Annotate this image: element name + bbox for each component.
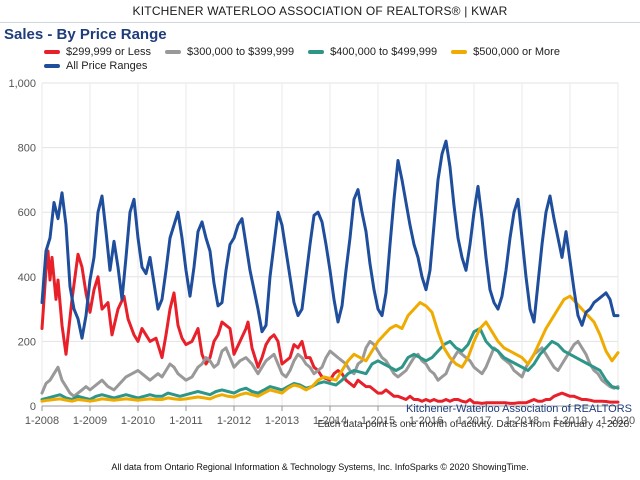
x-tick-label: 1-2017 bbox=[457, 415, 491, 427]
legend-swatch bbox=[451, 50, 468, 54]
legend-item-1: $299,999 or Less bbox=[44, 45, 151, 59]
source-label: Kitchener-Waterloo Association of REALTO… bbox=[405, 403, 632, 415]
chart-title: Sales - By Price Range bbox=[4, 26, 167, 43]
x-tick-label: 1-2011 bbox=[169, 415, 202, 427]
legend-swatch bbox=[165, 50, 182, 54]
x-tick-label: 1-2019 bbox=[553, 415, 587, 427]
y-tick-label: 800 bbox=[18, 143, 36, 155]
legend-item-3: $400,000 to $499,999 bbox=[308, 45, 437, 59]
x-tick-label: 1-2014 bbox=[313, 415, 347, 427]
legend-item-5: All Price Ranges bbox=[44, 59, 147, 73]
series-line-2 bbox=[40, 339, 620, 398]
y-tick-label: 600 bbox=[18, 207, 36, 219]
legend: $299,999 or Less $300,000 to $399,999 $400… bbox=[44, 45, 640, 73]
legend-label: $299,999 or Less bbox=[66, 46, 152, 58]
y-tick-label: 200 bbox=[18, 336, 36, 348]
legend-item-2: $300,000 to $399,999 bbox=[165, 45, 294, 59]
legend-label: All Price Ranges bbox=[66, 60, 148, 72]
legend-item-4: $500,000 or More bbox=[451, 45, 560, 59]
series-line-1 bbox=[40, 249, 620, 405]
legend-label: $300,000 to $399,999 bbox=[187, 46, 295, 58]
y-tick-label: 1,000 bbox=[8, 78, 36, 90]
header-bar: KITCHENER WATERLOO ASSOCIATION OF REALTO… bbox=[0, 0, 640, 23]
x-tick-label: 1-2016 bbox=[409, 415, 443, 427]
series-line-5 bbox=[40, 139, 620, 340]
series-line-4 bbox=[40, 294, 620, 403]
series-line-3 bbox=[40, 327, 620, 401]
y-tick-label: 0 bbox=[30, 401, 36, 413]
credit-line: All data from Ontario Regional Informati… bbox=[111, 462, 529, 472]
legend-label: $400,000 to $499,999 bbox=[330, 46, 438, 58]
x-tick-label: 1-2013 bbox=[265, 415, 299, 427]
x-tick-label: 1-2015 bbox=[361, 415, 395, 427]
y-tick-label: 400 bbox=[18, 272, 36, 284]
x-tick-label: 1-2008 bbox=[25, 415, 59, 427]
header-title: KITCHENER WATERLOO ASSOCIATION OF REALTO… bbox=[132, 4, 508, 18]
x-tick-label: 1-2018 bbox=[505, 415, 539, 427]
data-note: Each data point is one month of activity… bbox=[317, 419, 632, 430]
x-tick-label: 1-2009 bbox=[73, 415, 107, 427]
legend-label: $500,000 or More bbox=[473, 46, 560, 58]
legend-swatch bbox=[44, 64, 60, 68]
legend-swatch bbox=[308, 50, 325, 54]
x-tick-label: 1-2020 bbox=[601, 415, 635, 427]
x-tick-label: 1-2010 bbox=[121, 415, 155, 427]
legend-swatch bbox=[44, 50, 60, 54]
x-tick-label: 1-2012 bbox=[217, 415, 251, 427]
